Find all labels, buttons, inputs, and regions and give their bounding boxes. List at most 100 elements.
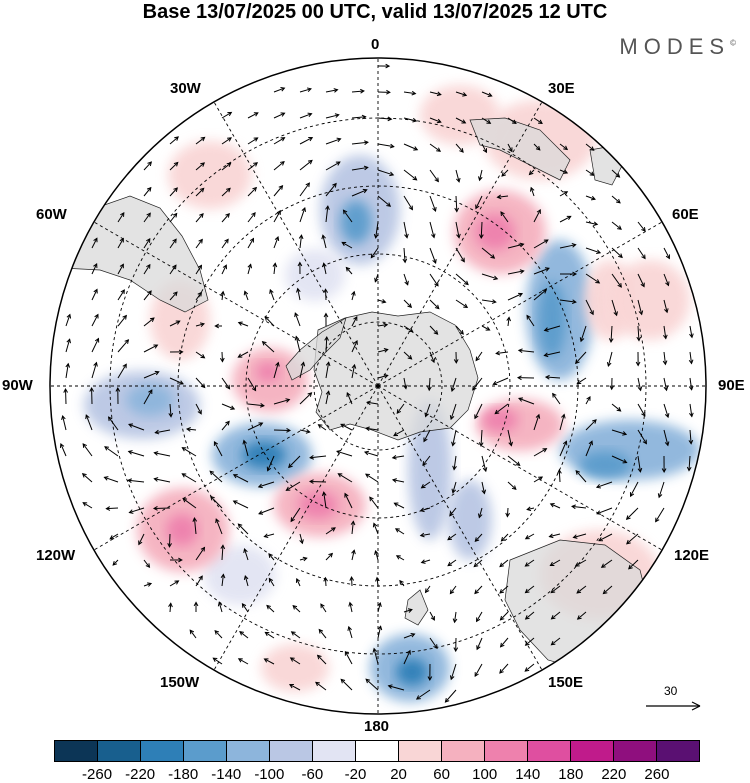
- anomaly-blob: [482, 408, 518, 432]
- brand-mark: ©: [730, 38, 736, 48]
- wind-arrow-head: [370, 253, 376, 259]
- wind-arrow: [377, 169, 394, 176]
- wind-arrow: [421, 559, 431, 564]
- wind-arrow: [290, 507, 301, 522]
- wind-arrow: [480, 221, 483, 239]
- wind-arrow: [169, 213, 178, 223]
- wind-arrow-head: [476, 645, 481, 651]
- wind-arrow: [455, 273, 469, 285]
- wind-arrow-head: [518, 292, 524, 298]
- wind-arrow: [351, 364, 356, 379]
- wind-arrow-head: [617, 225, 622, 230]
- colorbar-tick-label: -100: [254, 766, 285, 783]
- wind-arrow-head: [487, 92, 493, 97]
- wind-arrow-head: [688, 359, 694, 365]
- wind-arrow: [373, 523, 379, 535]
- wind-arrow-head: [515, 461, 521, 467]
- wind-arrow: [475, 351, 483, 361]
- wind-arrow: [453, 455, 457, 470]
- wind-arrow: [299, 429, 310, 433]
- wind-arrow-head: [549, 561, 555, 567]
- wind-arrow-head: [172, 264, 177, 270]
- wind-arrow-head: [275, 361, 280, 367]
- wind-arrow-head: [519, 242, 525, 248]
- wind-arrow-head: [120, 212, 125, 217]
- wind-arrow-head: [491, 299, 497, 304]
- wind-arrow: [429, 221, 435, 238]
- wind-arrow-head: [299, 539, 304, 545]
- wind-arrow: [264, 316, 275, 327]
- wind-arrow: [273, 399, 290, 405]
- wind-arrow-head: [408, 327, 414, 333]
- wind-arrow: [533, 209, 541, 223]
- wind-arrow: [336, 450, 353, 457]
- wind-arrow: [324, 577, 327, 587]
- wind-arrow-head: [122, 314, 127, 320]
- wind-arrow: [91, 338, 99, 353]
- wind-arrow: [365, 678, 379, 691]
- wind-arrow-head: [464, 280, 469, 286]
- wind-arrow-head: [351, 549, 356, 555]
- wind-arrow-head: [436, 118, 442, 124]
- wind-arrow-head: [449, 415, 455, 421]
- wind-arrow-head: [200, 136, 206, 142]
- wind-arrow: [603, 585, 613, 594]
- wind-arrow-head: [596, 510, 602, 515]
- wind-arrow: [429, 299, 440, 310]
- wind-arrow: [247, 187, 257, 197]
- wind-arrow: [238, 523, 249, 535]
- wind-arrow-head: [230, 405, 236, 410]
- wind-arrow-head: [395, 555, 401, 560]
- wind-arrow: [507, 143, 513, 152]
- wind-arrow-head: [174, 136, 179, 141]
- wind-arrow: [299, 235, 303, 249]
- wind-arrow-head: [226, 162, 232, 167]
- wind-arrow-head: [689, 333, 694, 339]
- wind-arrow-head: [197, 291, 202, 297]
- wind-arrow-head: [93, 237, 98, 243]
- wind-arrow: [210, 496, 223, 509]
- wind-arrow: [585, 195, 596, 200]
- wind-arrow: [351, 189, 367, 197]
- wind-arrow-head: [412, 117, 418, 123]
- wind-arrow: [544, 351, 561, 356]
- wind-arrow-head: [146, 212, 151, 218]
- wind-arrow: [341, 241, 353, 249]
- wind-arrow-head: [598, 537, 604, 542]
- wind-arrow: [340, 679, 353, 691]
- wind-arrow: [507, 117, 517, 124]
- wind-arrow: [663, 351, 666, 365]
- wind-arrow-head: [661, 468, 667, 474]
- wind-arrow: [481, 91, 492, 97]
- colorbar-swatch: [356, 741, 399, 761]
- wind-arrow-head: [266, 604, 271, 610]
- wind-arrow-head: [325, 205, 330, 211]
- meridian-line: [377, 221, 663, 387]
- brand-logo: MODES©: [619, 34, 736, 60]
- wind-arrow: [374, 273, 379, 282]
- wind-arrow: [338, 473, 353, 483]
- wind-arrow-head: [600, 563, 606, 568]
- wind-arrow: [403, 633, 415, 639]
- wind-arrow: [377, 374, 388, 379]
- wind-arrow-head: [258, 422, 264, 427]
- wind-arrow-head: [572, 534, 578, 539]
- wind-arrow: [213, 441, 223, 457]
- wind-arrow-head: [149, 317, 155, 322]
- wind-arrow: [445, 689, 457, 703]
- wind-arrow-head: [642, 439, 647, 445]
- wind-arrow: [559, 414, 565, 431]
- wind-arrow: [688, 455, 691, 471]
- wind-arrow: [364, 451, 379, 457]
- wind-arrow: [233, 500, 249, 509]
- wind-arrow-head: [321, 234, 326, 240]
- wind-arrow: [455, 195, 458, 212]
- wind-arrow-head: [447, 535, 453, 541]
- wind-arrow-head: [447, 561, 453, 567]
- wind-arrow: [637, 429, 647, 444]
- wind-arrow: [299, 557, 307, 561]
- wind-arrow-head: [239, 631, 244, 636]
- brand-text: MODES: [619, 34, 731, 59]
- wind-arrow: [143, 212, 151, 223]
- wind-arrow: [128, 479, 145, 483]
